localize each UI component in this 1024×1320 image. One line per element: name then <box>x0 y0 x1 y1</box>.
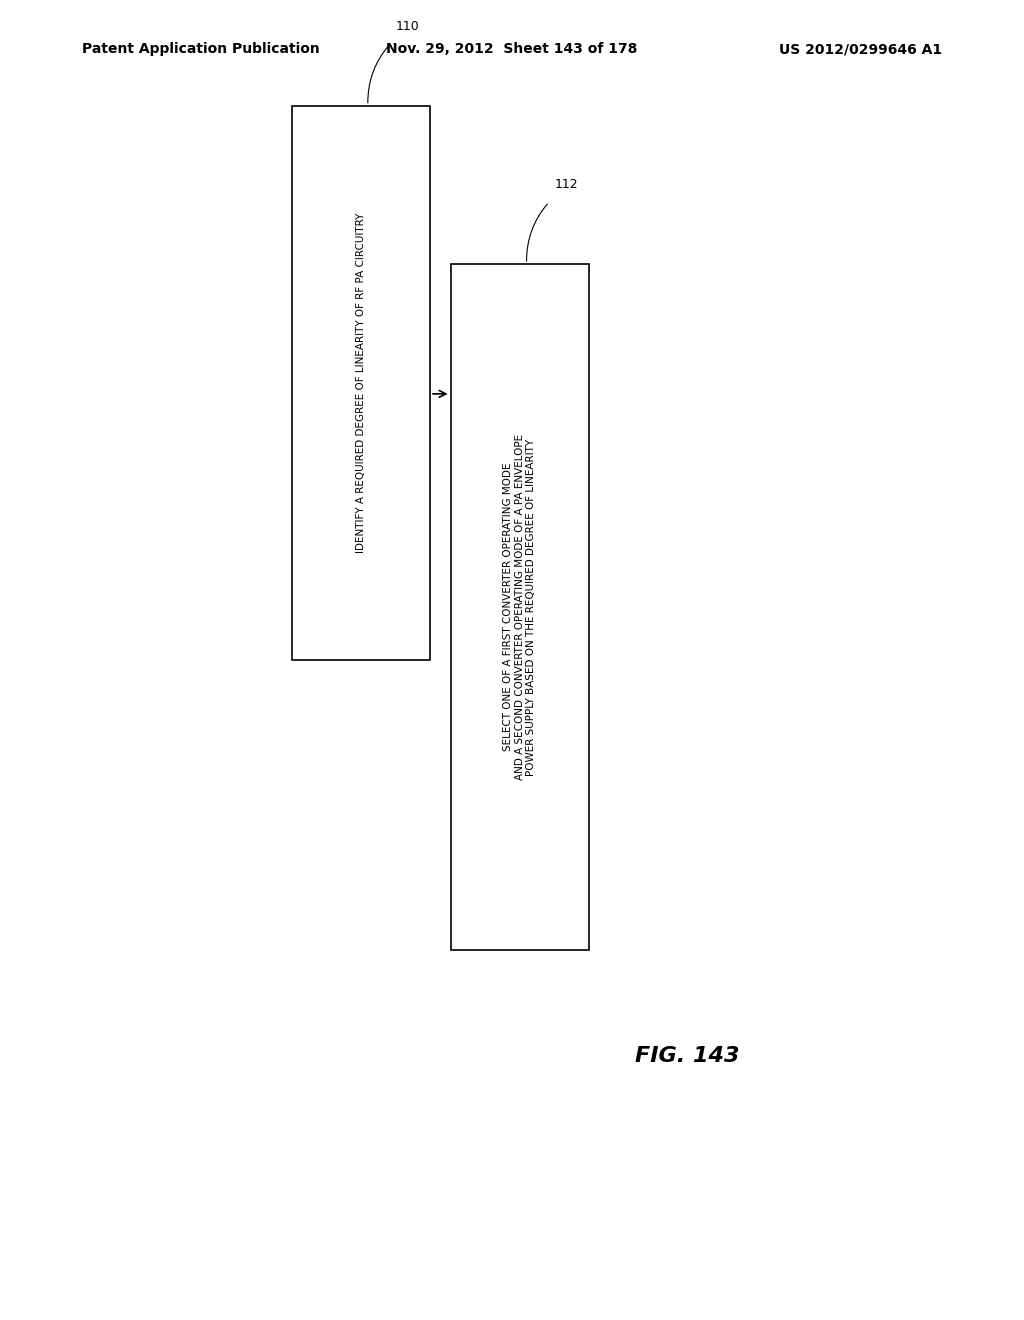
Text: 110: 110 <box>395 20 419 33</box>
Text: IDENTIFY A REQUIRED DEGREE OF LINEARITY OF RF PA CIRCUITRY: IDENTIFY A REQUIRED DEGREE OF LINEARITY … <box>356 213 366 553</box>
Text: US 2012/0299646 A1: US 2012/0299646 A1 <box>779 42 942 57</box>
Bar <box>451 264 589 950</box>
Text: Patent Application Publication: Patent Application Publication <box>82 42 319 57</box>
Text: Nov. 29, 2012  Sheet 143 of 178: Nov. 29, 2012 Sheet 143 of 178 <box>386 42 638 57</box>
Text: 112: 112 <box>554 178 578 191</box>
Bar <box>292 106 430 660</box>
Text: SELECT ONE OF A FIRST CONVERTER OPERATING MODE
AND A SECOND CONVERTER OPERATING : SELECT ONE OF A FIRST CONVERTER OPERATIN… <box>503 434 537 780</box>
Text: FIG. 143: FIG. 143 <box>635 1045 739 1067</box>
